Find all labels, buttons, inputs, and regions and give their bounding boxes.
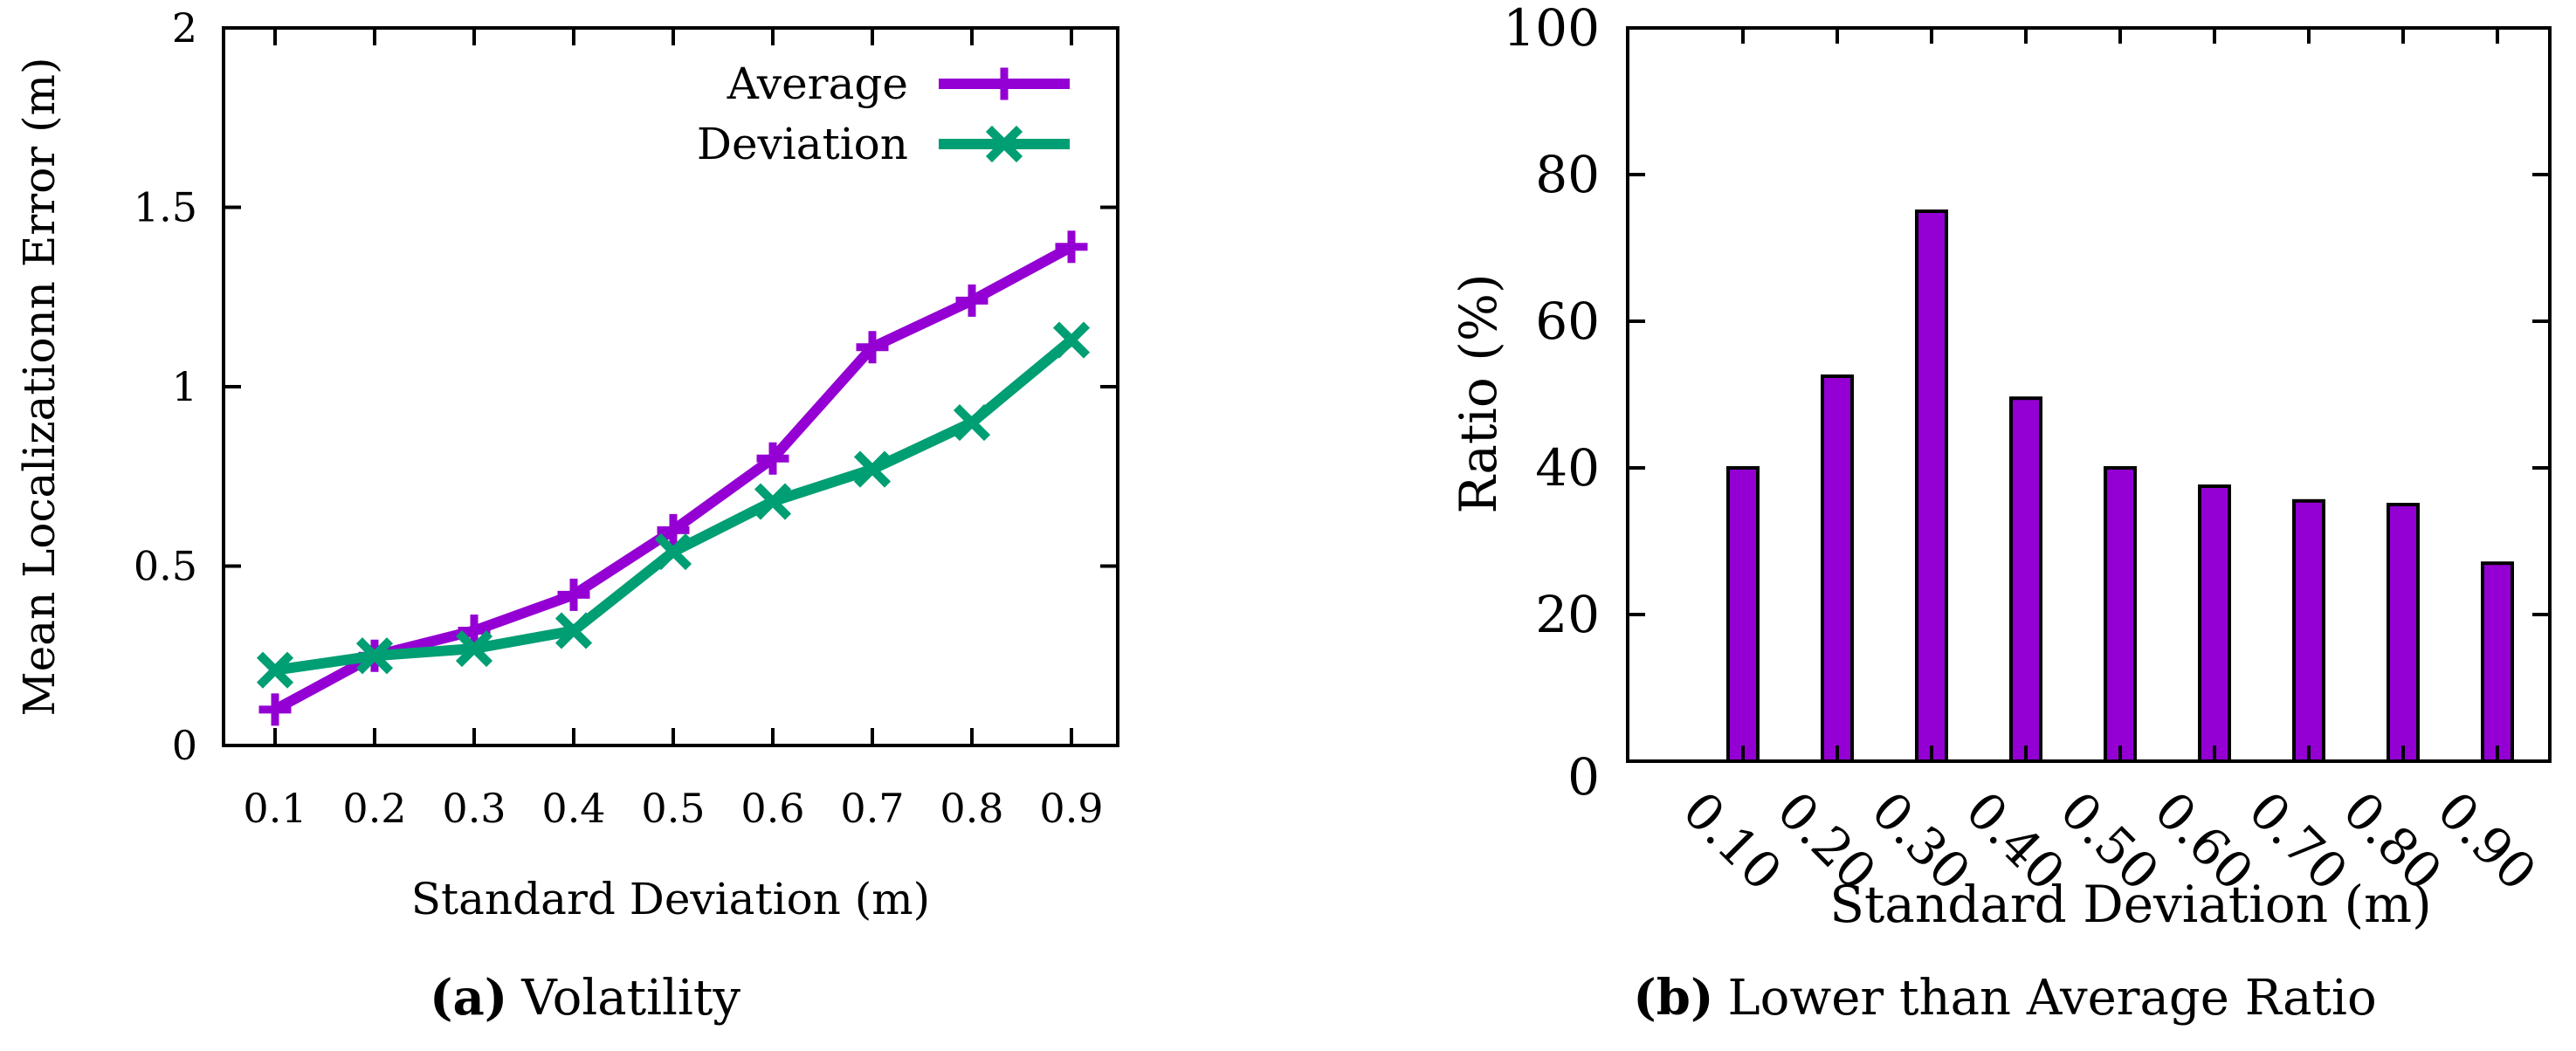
chart-b-bar	[1726, 466, 1760, 763]
chart-a-legend-marker-average	[988, 67, 1021, 100]
chart-a-legend-marker-deviation	[985, 125, 1023, 163]
chart-a-caption-text: Volatility	[520, 970, 740, 1027]
chart-b-plot-frame	[1626, 26, 2552, 763]
chart-a-x-axis-label: Standard Deviation (m)	[411, 874, 930, 924]
chart-b-bar	[1821, 374, 1854, 763]
chart-b-ytick-label: 0	[1567, 747, 1600, 807]
chart-a-point-deviation	[256, 651, 294, 689]
chart-a-y-axis-label: Mean Localizationn Error (m)	[14, 57, 65, 716]
chart-a-xtick-label: 0.4	[541, 785, 605, 832]
chart-b-xtick-label: 0.10	[1671, 780, 1793, 902]
chart-a-legend-label-deviation: Deviation	[697, 119, 908, 169]
chart-b-bar	[2198, 484, 2231, 763]
chart-a-point-deviation	[953, 404, 991, 442]
chart-a-point-deviation	[355, 637, 394, 675]
chart-a-point-deviation	[1052, 321, 1091, 359]
chart-a-caption-label: (a)	[430, 969, 507, 1027]
chart-a-point-average	[1055, 230, 1088, 264]
chart-a-series-line-deviation	[274, 335, 1075, 676]
chart-a-xtick-label: 0.9	[1039, 785, 1103, 832]
chart-a-legend-label-average: Average	[727, 58, 908, 109]
chart-b-bars-layer	[1726, 210, 2514, 764]
chart-b-bar	[2481, 561, 2514, 764]
chart-b-bar	[2009, 396, 2042, 763]
chart-a-legend: Average Deviation	[697, 58, 1070, 169]
chart-a-point-deviation	[754, 483, 792, 520]
chart-a-xtick-label: 0.2	[342, 785, 406, 832]
chart-a-point-average	[657, 513, 690, 546]
chart-a-xtick-label: 0.7	[840, 785, 904, 832]
chart-a-xtick-label: 0.8	[940, 785, 1003, 832]
chart-a-point-average	[856, 331, 889, 364]
chart-b-bar	[2292, 498, 2325, 763]
chart-b-x-axis-label: Standard Deviation (m)	[1829, 875, 2432, 934]
chart-a-plot-frame	[222, 26, 1119, 747]
chart-a-point-average	[458, 614, 491, 647]
chart-b-ytick-label: 100	[1503, 0, 1600, 58]
chart-a-ticks: 0 0.5 1 1.5 2 0.1 0.2 0.3 0.4 0.5 0.6 0.7 0.8 0.9	[134, 4, 1118, 832]
chart-a-ytick-label: 1	[172, 363, 197, 410]
chart-b-caption-text: Lower than Average Ratio	[1727, 970, 2376, 1027]
chart-b-xtick-label: 0.90	[2426, 780, 2547, 902]
chart-b-bar	[1915, 210, 1948, 763]
chart-b-ytick-label: 20	[1535, 585, 1600, 644]
chart-a-legend-sample-average	[939, 67, 1070, 100]
chart-b-bar	[2104, 466, 2137, 763]
chart-a-point-deviation	[853, 450, 892, 488]
chart-b-bar	[2387, 503, 2420, 763]
chart-a-ytick-label: 2	[172, 4, 197, 52]
chart-b-caption-label: (b)	[1633, 969, 1713, 1027]
chart-a-ytick-label: 0.5	[134, 543, 197, 590]
chart-a-line-volatility: 0 0.5 1 1.5 2 0.1 0.2 0.3 0.4 0.5 0.6 0.7 0.8 0.9 Ave…	[14, 4, 1119, 1027]
chart-b-caption: (b) Lower than Average Ratio	[1633, 969, 2376, 1027]
chart-a-point-average	[557, 578, 590, 611]
chart-b-bar-ratio: 0204060801000.100.200.300.400.500.600.70…	[1449, 0, 2552, 1027]
chart-a-point-average	[756, 442, 789, 475]
chart-a-legend-sample-deviation	[939, 125, 1070, 163]
chart-a-xtick-label: 0.6	[740, 785, 804, 832]
chart-a-caption: (a) Volatility	[430, 969, 740, 1027]
chart-a-point-average	[258, 693, 292, 726]
chart-a-xtick-label: 0.5	[641, 785, 705, 832]
chart-a-xtick-label: 0.3	[442, 785, 506, 832]
chart-a-point-average	[955, 284, 988, 317]
chart-a-ytick-label: 0	[172, 722, 197, 769]
chart-b-y-axis-label: Ratio (%)	[1449, 273, 1508, 513]
chart-a-point-deviation	[554, 612, 593, 649]
chart-a-xtick-label: 0.1	[243, 785, 307, 832]
chart-a-point-deviation	[654, 532, 692, 571]
chart-a-point-deviation	[455, 629, 493, 668]
chart-a-series-layer	[256, 230, 1091, 726]
chart-a-ytick-label: 1.5	[134, 184, 197, 231]
chart-b-ytick-label: 60	[1535, 292, 1600, 351]
chart-b-ytick-label: 80	[1535, 145, 1600, 204]
chart-a-series-line-average	[272, 242, 1074, 715]
chart-b-ytick-label: 40	[1535, 438, 1600, 498]
